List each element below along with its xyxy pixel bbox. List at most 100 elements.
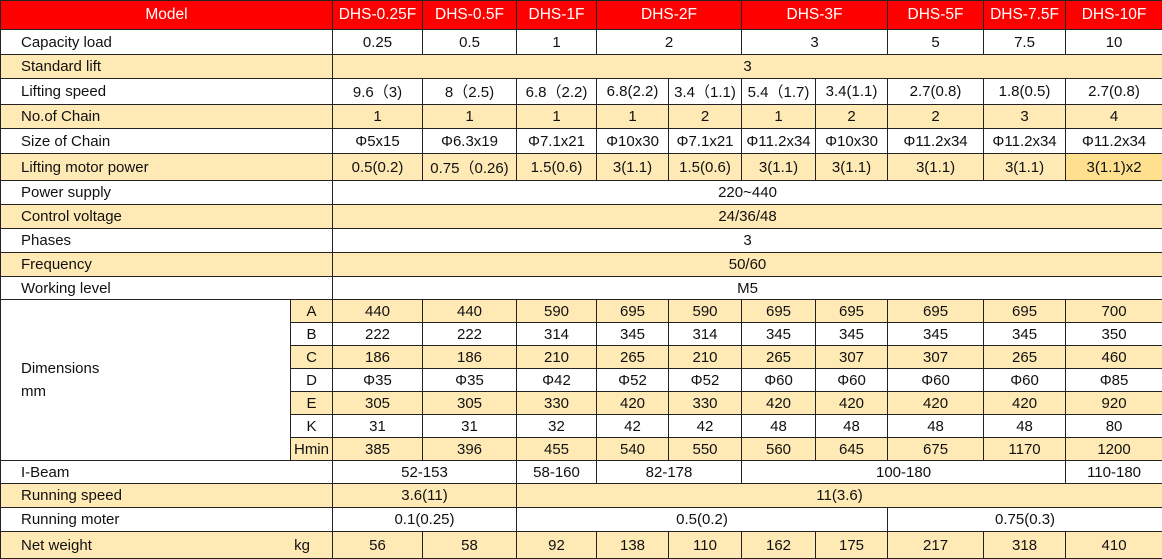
table-cell: 345 — [741, 322, 817, 346]
table-row: Running speed 3.6(11) 11(3.6) — [0, 483, 1162, 508]
table-cell: 420 — [815, 391, 889, 415]
table-cell: Φ52 — [596, 368, 669, 392]
table-cell: 82-178 — [595, 460, 743, 484]
row-label: Phases — [0, 228, 333, 253]
model-name: DHS-1F — [516, 0, 597, 30]
row-label: Net weight kg — [0, 531, 333, 559]
table-cell: 2.7(0.8) — [887, 78, 985, 105]
table-cell: Φ35 — [422, 368, 517, 392]
table-cell: 695 — [596, 299, 669, 323]
table-cell: 0.75(0.3) — [887, 507, 1162, 532]
table-cell: 6.8（2.2) — [516, 78, 597, 105]
table-cell: 645 — [815, 437, 889, 461]
table-cell: 80 — [1065, 414, 1162, 438]
table-cell: 695 — [741, 299, 817, 323]
table-cell: 222 — [332, 322, 423, 346]
table-cell: 1.8(0.5) — [983, 78, 1067, 105]
table-cell: Φ85 — [1065, 368, 1162, 392]
table-cell: 210 — [516, 345, 597, 369]
table-cell: 265 — [596, 345, 669, 369]
table-cell: 695 — [887, 299, 985, 323]
net-weight-label-wrap: Net weight kg — [21, 537, 332, 554]
table-cell: 56 — [332, 531, 423, 559]
table-row: Phases 3 — [0, 228, 1162, 253]
table-cell: 307 — [815, 345, 889, 369]
model-name: DHS-5F — [887, 0, 985, 30]
table-cell: 3(1.1) — [815, 153, 889, 181]
table-cell: 1 — [516, 29, 597, 55]
table-cell: 175 — [815, 531, 889, 559]
table-cell: 210 — [667, 345, 743, 369]
table-cell: Φ7.1x21 — [667, 128, 743, 154]
table-cell: 318 — [983, 531, 1067, 559]
table-cell: Φ60 — [741, 368, 817, 392]
table-cell: Φ10x30 — [596, 128, 669, 154]
table-row: Lifting speed 9.6（3) 8（2.5) 6.8（2.2) 6.8(2.2… — [0, 78, 1162, 105]
table-cell: 100-180 — [741, 460, 1067, 484]
table-cell: 0.25 — [332, 29, 423, 55]
table-cell: 460 — [1065, 345, 1162, 369]
table-cell: 2 — [887, 104, 985, 129]
table-cell: 590 — [516, 299, 597, 323]
table-cell: 1170 — [983, 437, 1067, 461]
table-cell: 42 — [596, 414, 669, 438]
table-cell: 3 — [983, 104, 1067, 129]
table-cell: 330 — [667, 391, 743, 415]
table-cell: 138 — [596, 531, 669, 559]
table-cell: 314 — [667, 322, 743, 346]
table-cell: 2 — [815, 104, 889, 129]
table-cell: 1.5(0.6) — [516, 153, 597, 181]
dimension-row: C 186 186 210 265 210 265 307 307 265 460 — [1, 345, 1162, 369]
dimension-key: K — [290, 414, 333, 438]
table-cell: 345 — [815, 322, 889, 346]
table-cell: Φ35 — [332, 368, 423, 392]
table-row: Standard lift 3 — [0, 54, 1162, 79]
model-name: DHS-10F — [1065, 0, 1162, 30]
table-cell: 1 — [422, 104, 517, 129]
table-cell: Φ52 — [667, 368, 743, 392]
table-row: Size of Chain Φ5x15 Φ6.3x19 Φ7.1x21 Φ10x30 Φ7… — [0, 128, 1162, 154]
model-name: DHS-2F — [595, 0, 743, 30]
table-cell: 11(3.6) — [515, 483, 1162, 508]
table-cell: Φ11.2x34 — [983, 128, 1067, 154]
table-cell: 186 — [332, 345, 423, 369]
table-cell: 345 — [596, 322, 669, 346]
header-row: Model DHS-0.25F DHS-0.5F DHS-1F DHS-2F DHS-3F… — [0, 0, 1162, 30]
table-cell: Φ10x30 — [815, 128, 889, 154]
table-cell: 0.5 — [422, 29, 517, 55]
table-cell: 110 — [667, 531, 743, 559]
row-label: Frequency — [0, 252, 333, 277]
table-cell: 186 — [422, 345, 517, 369]
table-cell: 48 — [983, 414, 1067, 438]
table-cell: 24/36/48 — [331, 204, 1162, 229]
table-cell: 1 — [596, 104, 669, 129]
model-name: DHS-0.25F — [332, 0, 423, 30]
table-cell: 4 — [1065, 104, 1162, 129]
table-cell: 560 — [741, 437, 817, 461]
table-cell: 700 — [1065, 299, 1162, 323]
table-cell: 3 — [331, 228, 1162, 253]
table-row: Running moter 0.1(0.25) 0.5(0.2) 0.75(0.3) — [0, 507, 1162, 532]
table-cell: 420 — [887, 391, 985, 415]
table-cell: Φ60 — [887, 368, 985, 392]
table-cell: 345 — [983, 322, 1067, 346]
table-cell: Φ11.2x34 — [741, 128, 817, 154]
dimension-key: E — [290, 391, 333, 415]
table-cell: 5 — [887, 29, 985, 55]
table-cell: 0.5(0.2) — [332, 153, 423, 181]
table-row: I-Beam 52-153 58-160 82-178 100-180 110-180 — [0, 460, 1162, 484]
table-cell: 50/60 — [331, 252, 1162, 277]
row-label: Lifting speed — [0, 78, 333, 105]
model-name: DHS-0.5F — [422, 0, 517, 30]
dimension-key: D — [290, 368, 333, 392]
table-cell: 695 — [815, 299, 889, 323]
table-cell: 1.5(0.6) — [667, 153, 743, 181]
table-cell: 1 — [332, 104, 423, 129]
row-label: Running moter — [0, 507, 333, 532]
dimension-key: A — [290, 299, 333, 323]
table-cell: Φ5x15 — [332, 128, 423, 154]
table-cell: 307 — [887, 345, 985, 369]
table-cell: 305 — [332, 391, 423, 415]
table-cell: 550 — [667, 437, 743, 461]
table-cell: 420 — [596, 391, 669, 415]
